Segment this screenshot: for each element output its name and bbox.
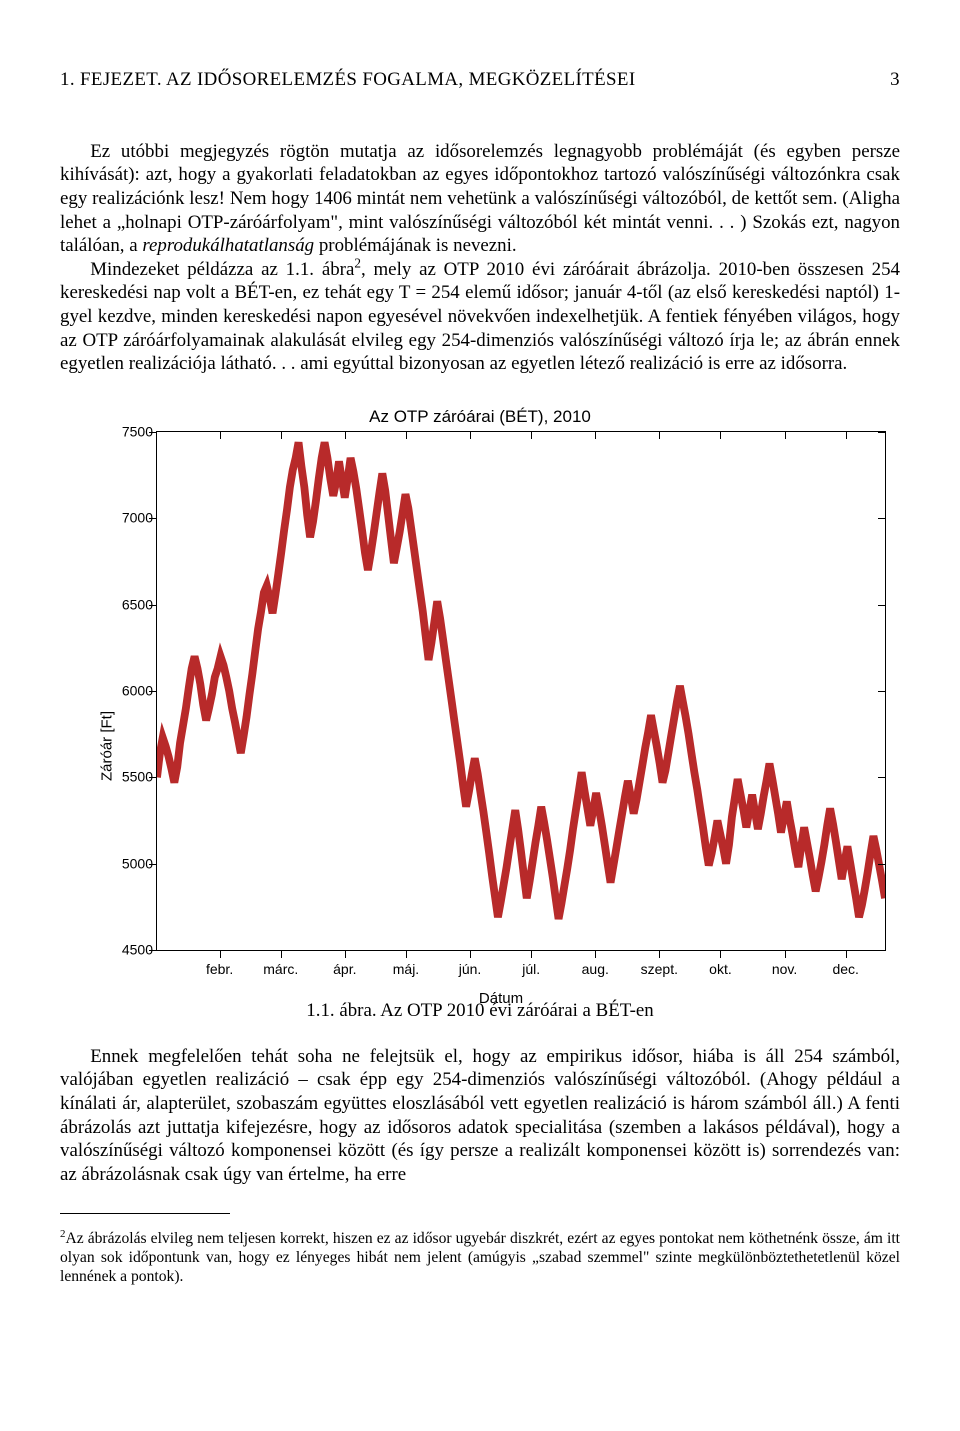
page-header: 1. FEJEZET. AZ IDŐSORELEMZÉS FOGALMA, ME… bbox=[60, 68, 900, 92]
chart-xtick bbox=[595, 950, 596, 958]
para2-text: Mindezeket példázza az 1.1. ábra bbox=[90, 259, 354, 280]
chart-xtick-label: máj. bbox=[393, 961, 419, 979]
chart-xtick bbox=[720, 950, 721, 958]
chart-xtick-label: febr. bbox=[206, 961, 233, 979]
chart-xtick bbox=[846, 950, 847, 958]
chart-ytick-label: 6500 bbox=[107, 596, 153, 614]
chart-xtick-label: aug. bbox=[582, 961, 609, 979]
chart-xtick bbox=[281, 431, 282, 439]
chart-xtick-label: júl. bbox=[522, 961, 540, 979]
chart-xtick bbox=[785, 431, 786, 439]
chart-xtick bbox=[345, 431, 346, 439]
chart-xtick bbox=[470, 950, 471, 958]
chart-xtick-label: szept. bbox=[641, 961, 678, 979]
chart-ytick-label: 4500 bbox=[107, 941, 153, 959]
chart-ytick bbox=[878, 864, 886, 865]
para1-tail: problémájának is nevezni. bbox=[314, 235, 516, 256]
chart-xtick-label: dec. bbox=[832, 961, 858, 979]
chart-title: Az OTP záróárai (BÉT), 2010 bbox=[60, 406, 900, 427]
otp-chart: Az OTP záróárai (BÉT), 2010 Záróár [Ft] … bbox=[60, 406, 900, 991]
chart-xlabel: Dátum bbox=[479, 990, 523, 1009]
chart-box: Záróár [Ft] 4500500055006000650070007500… bbox=[112, 431, 890, 991]
footnote-rule bbox=[60, 1213, 230, 1214]
chart-ytick bbox=[878, 432, 886, 433]
chart-xtick bbox=[406, 950, 407, 958]
chart-xtick bbox=[220, 950, 221, 958]
paragraph-1: Ez utóbbi megjegyzés rögtön mutatja az i… bbox=[60, 140, 900, 258]
chart-xtick-label: okt. bbox=[709, 961, 732, 979]
footnote-2: 2Az ábrázolás elvileg nem teljesen korre… bbox=[60, 1229, 900, 1286]
chart-xtick bbox=[846, 431, 847, 439]
chart-xtick-label: ápr. bbox=[333, 961, 356, 979]
chart-xtick bbox=[531, 431, 532, 439]
chart-xtick bbox=[281, 950, 282, 958]
chart-xtick bbox=[785, 950, 786, 958]
page-number: 3 bbox=[890, 68, 900, 92]
chart-ytick bbox=[878, 605, 886, 606]
chart-xtick bbox=[595, 431, 596, 439]
para1-emph: reprodukálhatatlanság bbox=[142, 235, 314, 256]
chart-ytick bbox=[878, 691, 886, 692]
chart-ytick bbox=[878, 950, 886, 951]
chart-ytick-label: 7500 bbox=[107, 423, 153, 441]
footnote-ref-2: 2 bbox=[354, 255, 361, 270]
chart-ytick-label: 5500 bbox=[107, 769, 153, 787]
chart-series-line bbox=[157, 442, 885, 919]
chart-ytick-label: 6000 bbox=[107, 682, 153, 700]
chart-xtick-label: márc. bbox=[263, 961, 298, 979]
chart-xtick bbox=[659, 431, 660, 439]
chart-xtick bbox=[720, 431, 721, 439]
running-title: 1. FEJEZET. AZ IDŐSORELEMZÉS FOGALMA, ME… bbox=[60, 68, 636, 92]
chart-ytick-label: 7000 bbox=[107, 510, 153, 528]
chart-plot-area: 4500500055006000650070007500febr.márc.áp… bbox=[156, 431, 886, 951]
chart-ytick bbox=[878, 518, 886, 519]
paragraph-2: Mindezeket példázza az 1.1. ábra2, mely … bbox=[60, 258, 900, 376]
chart-xtick bbox=[659, 950, 660, 958]
chart-xtick bbox=[406, 431, 407, 439]
chart-ytick-label: 5000 bbox=[107, 855, 153, 873]
chart-line-series bbox=[157, 432, 885, 950]
chart-ytick bbox=[878, 777, 886, 778]
paragraph-3: Ennek megfelelően tehát soha ne felejtsü… bbox=[60, 1045, 900, 1187]
chart-xtick bbox=[220, 431, 221, 439]
chart-xtick-label: nov. bbox=[772, 961, 797, 979]
chart-xtick-label: jún. bbox=[459, 961, 482, 979]
footnote-text: Az ábrázolás elvileg nem teljesen korrek… bbox=[60, 1230, 900, 1285]
chart-xtick bbox=[531, 950, 532, 958]
chart-xtick bbox=[470, 431, 471, 439]
chart-xtick bbox=[345, 950, 346, 958]
